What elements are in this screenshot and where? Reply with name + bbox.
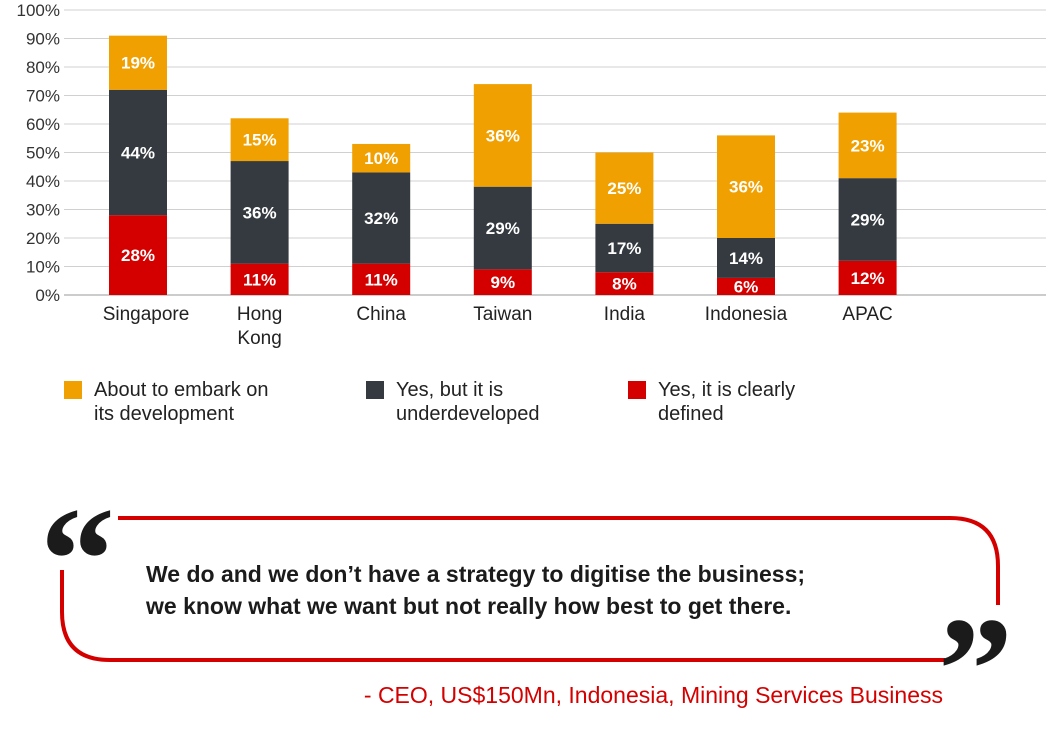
data-label: 36% — [729, 178, 763, 197]
x-tick-label: India — [604, 304, 646, 325]
close-quote-icon: ” — [938, 587, 1013, 729]
data-label: 15% — [243, 131, 277, 150]
x-tick-label: Taiwan — [473, 304, 532, 325]
bar-segment — [109, 89, 167, 216]
data-label: 10% — [364, 149, 398, 168]
y-tick-label: 10% — [26, 258, 60, 277]
data-label: 29% — [851, 210, 885, 229]
y-tick-label: 30% — [26, 201, 60, 220]
quote-line-1: We do and we don’t have a strategy to di… — [146, 561, 806, 587]
data-label: 36% — [486, 126, 520, 145]
legend-label: Yes, it is clearly defined — [658, 379, 796, 425]
x-tick-label: Hong — [237, 304, 282, 325]
data-label: 11% — [243, 270, 276, 289]
y-tick-label: 20% — [26, 229, 60, 248]
data-label: 11% — [365, 270, 398, 289]
data-label: 17% — [607, 239, 641, 258]
bar-segment — [230, 263, 289, 295]
x-tick-label: Indonesia — [705, 304, 788, 325]
quote-text: We do and we don’t have a strategy to di… — [146, 558, 926, 622]
bar-segment — [595, 223, 654, 273]
bar-segment — [352, 172, 411, 264]
bar-segment — [352, 143, 411, 173]
data-label: 8% — [612, 275, 637, 294]
y-tick-label: 0% — [35, 286, 60, 305]
stacked-bar-chart: 0% 10% 20% 30% 40% 50% 60% 70% 80% 90% 100% 28% 44% 1… — [17, 1, 1046, 349]
data-label: 6% — [734, 277, 759, 296]
data-label: 36% — [243, 203, 277, 222]
bar-segment — [473, 84, 532, 187]
data-label: 29% — [486, 219, 520, 238]
legend-swatch — [628, 381, 646, 399]
x-tick-label: Singapore — [103, 304, 190, 325]
y-tick-label: 70% — [26, 87, 60, 106]
legend-item-underdeveloped: Yes, but it is underdeveloped — [366, 378, 636, 426]
legend-item-embark: About to embark on its development — [64, 378, 334, 426]
bar-segment — [717, 135, 775, 238]
y-tick-label: 60% — [26, 115, 60, 134]
legend-swatch — [366, 381, 384, 399]
bar-segment — [838, 260, 897, 295]
data-label: 32% — [364, 209, 398, 228]
x-tick-label: Kong — [237, 328, 281, 349]
y-tick-label: 80% — [26, 58, 60, 77]
y-tick-label: 50% — [26, 144, 60, 163]
bar-segment — [109, 35, 167, 90]
bar-segment — [838, 112, 897, 179]
data-label: 14% — [729, 249, 763, 268]
y-tick-label: 40% — [26, 172, 60, 191]
legend-swatch — [64, 381, 82, 399]
bar-segment — [473, 186, 532, 270]
bar-segment — [230, 118, 289, 162]
data-label: 12% — [851, 269, 885, 288]
bar-segment — [352, 263, 411, 295]
bar-segment — [717, 277, 775, 295]
bar-segment — [595, 272, 654, 295]
y-tick-label: 100% — [17, 1, 60, 20]
bar-segment — [595, 152, 654, 224]
data-label: 23% — [851, 136, 885, 155]
quote-attribution: - CEO, US$150Mn, Indonesia, Mining Servi… — [363, 682, 943, 708]
bar-segment — [717, 238, 775, 278]
legend-label: Yes, but it is underdeveloped — [396, 379, 540, 425]
bar-segment — [838, 178, 897, 261]
quote-border-top — [118, 516, 1000, 605]
y-tick-label: 90% — [26, 30, 60, 49]
quote-line-2: we know what we want but not really how … — [146, 593, 792, 619]
data-label: 25% — [607, 179, 641, 198]
data-label: 44% — [121, 144, 155, 163]
quote-border-bottom — [60, 570, 945, 662]
data-label: 28% — [121, 246, 155, 265]
legend-item-clearly-defined: Yes, it is clearly defined — [628, 378, 898, 426]
bar-segment — [230, 161, 289, 264]
data-label: 9% — [491, 273, 516, 292]
x-tick-label: China — [356, 304, 406, 325]
bar-segment — [109, 215, 167, 295]
open-quote-icon: “ — [40, 477, 115, 643]
bar-segment — [473, 269, 532, 295]
x-tick-label: APAC — [842, 304, 892, 325]
data-label: 19% — [121, 54, 155, 73]
legend-label: About to embark on its development — [94, 379, 269, 425]
